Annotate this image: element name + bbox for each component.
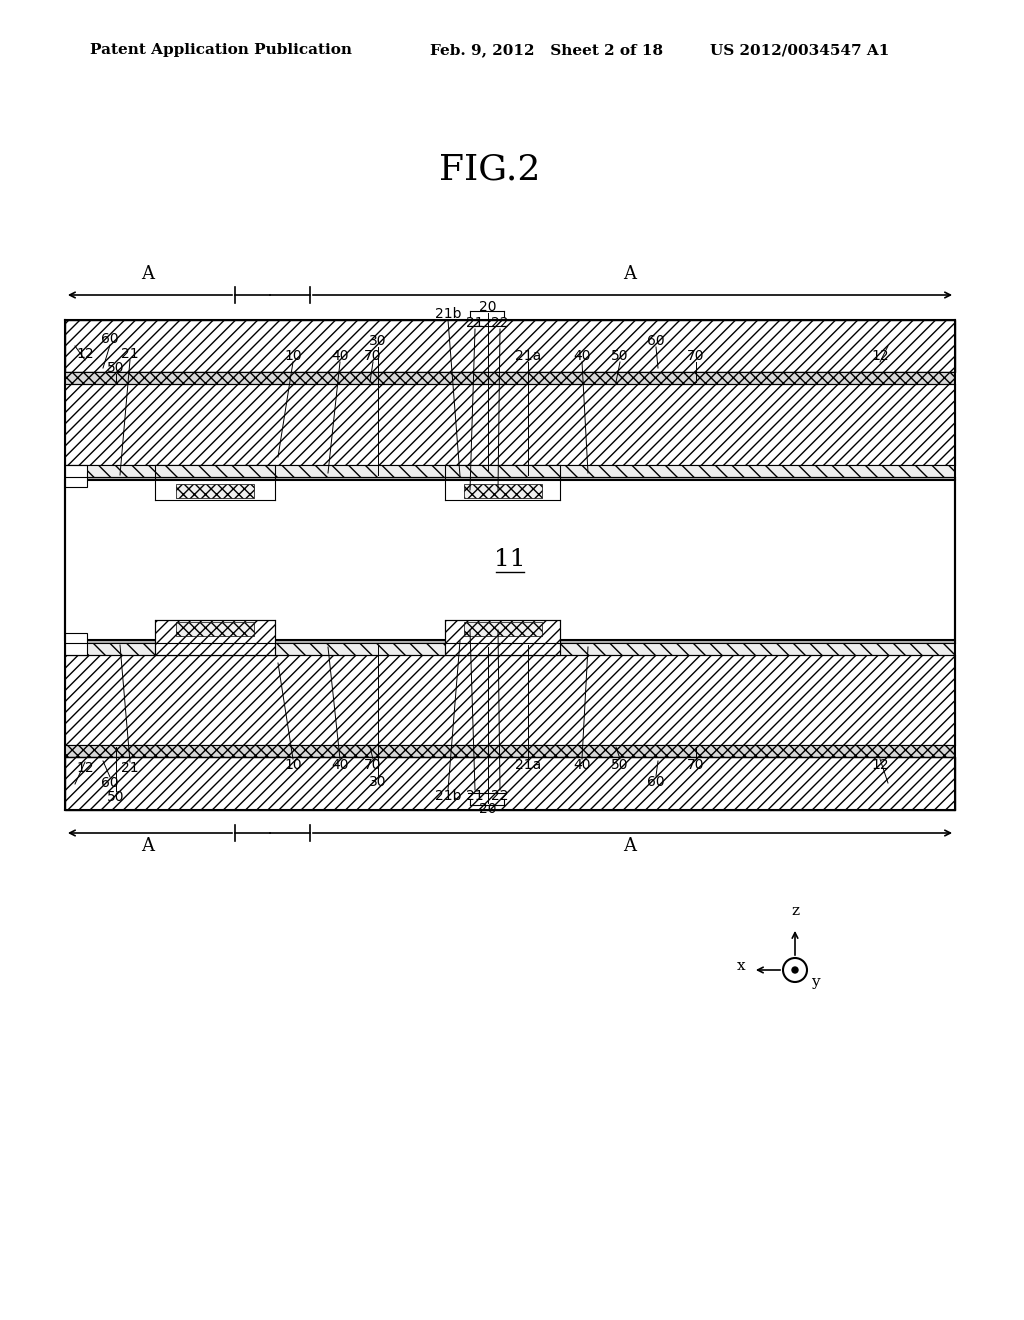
Text: 21: 21 <box>466 789 483 803</box>
Text: 50: 50 <box>611 758 629 772</box>
Bar <box>65 756 955 810</box>
Text: 12: 12 <box>76 762 94 775</box>
Text: 22: 22 <box>492 315 509 330</box>
Bar <box>65 480 955 640</box>
Text: 21b: 21b <box>435 308 461 321</box>
Text: A: A <box>141 265 155 282</box>
Text: Patent Application Publication: Patent Application Publication <box>90 44 352 57</box>
Bar <box>155 620 275 655</box>
Text: 40: 40 <box>573 348 591 363</box>
Text: A: A <box>624 837 637 855</box>
Bar <box>464 622 542 636</box>
Bar <box>65 744 955 756</box>
Text: 40: 40 <box>573 758 591 772</box>
Text: 70: 70 <box>687 758 705 772</box>
Text: 50: 50 <box>108 789 125 804</box>
Text: 40: 40 <box>331 348 349 363</box>
Text: 21: 21 <box>121 762 139 775</box>
Bar <box>65 634 87 655</box>
Bar <box>65 384 955 465</box>
Bar <box>65 319 955 372</box>
Text: 21a: 21a <box>515 758 541 772</box>
Bar <box>65 655 955 744</box>
Text: 11: 11 <box>495 549 525 572</box>
Text: 12: 12 <box>871 758 889 772</box>
Text: 60: 60 <box>101 776 119 789</box>
Bar <box>65 640 955 643</box>
Text: 30: 30 <box>370 775 387 789</box>
Text: 40: 40 <box>331 758 349 772</box>
Bar <box>176 622 254 636</box>
Text: 70: 70 <box>365 758 382 772</box>
Text: 60: 60 <box>647 775 665 789</box>
Text: 10: 10 <box>285 348 302 363</box>
Bar <box>65 372 955 384</box>
Text: FIG.2: FIG.2 <box>439 153 541 187</box>
Text: 22: 22 <box>492 789 509 803</box>
Bar <box>445 620 560 655</box>
Text: 70: 70 <box>687 348 705 363</box>
Text: 50: 50 <box>611 348 629 363</box>
Text: 21b: 21b <box>435 789 461 803</box>
Text: 21: 21 <box>121 347 139 360</box>
Text: 12: 12 <box>871 348 889 363</box>
Bar <box>65 465 955 477</box>
Text: x: x <box>736 960 745 973</box>
Text: 20: 20 <box>479 803 497 816</box>
Bar <box>65 477 955 480</box>
Bar <box>464 484 542 498</box>
Text: A: A <box>624 265 637 282</box>
Bar <box>65 643 955 655</box>
Bar <box>65 465 87 487</box>
Circle shape <box>792 968 798 973</box>
Text: 70: 70 <box>365 348 382 363</box>
Bar <box>445 465 560 500</box>
Text: 21a: 21a <box>515 348 541 363</box>
Text: 30: 30 <box>370 334 387 348</box>
Text: 21: 21 <box>466 315 483 330</box>
Text: 60: 60 <box>101 333 119 346</box>
Text: y: y <box>811 975 819 989</box>
Text: 50: 50 <box>108 360 125 375</box>
Text: US 2012/0034547 A1: US 2012/0034547 A1 <box>710 44 890 57</box>
Text: z: z <box>791 904 799 917</box>
Text: Feb. 9, 2012   Sheet 2 of 18: Feb. 9, 2012 Sheet 2 of 18 <box>430 44 664 57</box>
Text: 60: 60 <box>647 334 665 348</box>
Text: 20: 20 <box>479 300 497 314</box>
Bar <box>155 465 275 500</box>
Text: 10: 10 <box>285 758 302 772</box>
Text: A: A <box>141 837 155 855</box>
Bar <box>176 484 254 498</box>
Text: 12: 12 <box>76 347 94 360</box>
